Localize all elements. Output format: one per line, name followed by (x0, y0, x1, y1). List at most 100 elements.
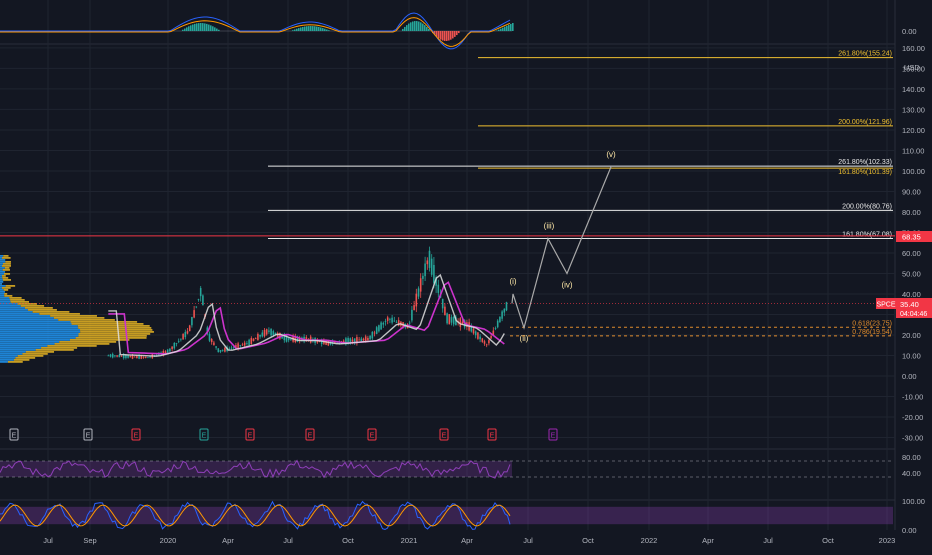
price-candle-body (376, 327, 378, 334)
volume-profile-bar (0, 257, 2, 259)
macd-histogram-bar (300, 27, 302, 31)
volume-profile-bar (2, 275, 6, 277)
price-candle-body (110, 355, 112, 357)
price-candle-body (433, 265, 435, 283)
volume-profile-bar (0, 333, 79, 335)
price-candle-body (273, 331, 275, 335)
macd-histogram-bar (316, 27, 318, 31)
red-line-value: 68.35 (902, 233, 921, 242)
price-candle-body (257, 334, 259, 340)
price-candle-body (145, 357, 147, 358)
macd-histogram-bar (324, 29, 326, 31)
volume-profile-bar (72, 323, 144, 325)
earnings-marker-label: E (490, 433, 495, 440)
price-candle-body (477, 332, 479, 339)
price-candle-body (246, 343, 248, 344)
rsi-band (0, 461, 512, 477)
macd-histogram-bar (402, 29, 404, 31)
macd-histogram-bar (406, 25, 408, 31)
price-candle-body (396, 322, 398, 323)
price-axis-tick: -30.00 (902, 434, 923, 443)
volume-profile-bar (41, 347, 77, 349)
volume-profile-bar (55, 343, 110, 345)
macd-histogram-bar (318, 27, 320, 31)
price-candle-body (391, 318, 393, 323)
rsi-axis-tick: 80.00 (902, 453, 921, 462)
time-axis-tick: Sep (83, 536, 96, 545)
macd-histogram-bar (212, 26, 214, 31)
earnings-marker-label: E (86, 433, 91, 440)
time-axis-tick: 2020 (160, 536, 177, 545)
price-candle-body (429, 251, 431, 268)
volume-profile-bar (25, 307, 53, 309)
price-axis-tick: 40.00 (902, 290, 921, 299)
price-candle-body (504, 309, 506, 313)
price-candle-body (358, 340, 360, 341)
volume-profile-bar (0, 331, 80, 333)
price-candle-body (495, 328, 497, 329)
volume-profile-bar (0, 273, 4, 275)
volume-profile-bar (4, 273, 10, 275)
time-axis[interactable]: JulSep2020AprJulOct2021AprJulOct2022AprJ… (43, 536, 895, 545)
price-axis-tick: 160.00 (902, 44, 925, 53)
volume-profile-bar (0, 341, 59, 343)
fib-level-label: 261.80%(155.24) (838, 51, 892, 58)
volume-profile-bar (0, 287, 2, 289)
price-axis-tick: 80.00 (902, 208, 921, 217)
price-axis-tick: 130.00 (902, 105, 925, 114)
fib-level-label: 161.80%(101.39) (838, 169, 892, 176)
price-candle-body (424, 264, 426, 277)
volume-profile-bar (0, 265, 2, 267)
volume-profile-bar (0, 353, 22, 355)
macd-histogram-bar (440, 31, 442, 40)
price-candle-body (266, 329, 268, 334)
macd-histogram-bar (452, 31, 454, 38)
macd-histogram-bar (412, 21, 414, 31)
price-candle-body (446, 313, 448, 323)
volume-profile-bar (3, 263, 11, 265)
macd-histogram-bar (428, 29, 430, 31)
volume-profile-bar (59, 341, 116, 343)
macd-histogram-bar (200, 23, 202, 31)
price-candle-body (506, 302, 508, 310)
price-axis-tick: 20.00 (902, 331, 921, 340)
volume-profile-bar (0, 337, 76, 339)
macd-histogram-bar (314, 26, 316, 31)
time-axis-tick: Oct (342, 536, 355, 545)
price-candle-body (431, 259, 433, 275)
macd-histogram-bar (328, 30, 330, 31)
price-candle-body (482, 338, 484, 341)
wave-label-3: (iv) (561, 280, 572, 289)
earnings-marker-label: E (202, 433, 207, 440)
price-candle-body (270, 329, 272, 336)
volume-profile-bar (78, 325, 150, 327)
price-candle-body (174, 343, 176, 348)
macd-histogram-bar (204, 23, 206, 31)
wave-label-4: (v) (606, 150, 616, 159)
time-axis-tick: Jul (43, 536, 53, 545)
macd-histogram-bar (420, 22, 422, 31)
price-candle-body (211, 339, 213, 342)
volume-profile-bar (0, 255, 3, 257)
volume-profile-bar (0, 269, 3, 271)
volume-profile-bar (0, 299, 10, 301)
wave-label-2: (iii) (544, 222, 555, 231)
price-candle-body (488, 340, 490, 343)
macd-histogram-bar (410, 22, 412, 31)
price-candle-body (187, 331, 189, 334)
macd-histogram-bar (504, 27, 506, 31)
volume-profile-bar (0, 315, 50, 317)
macd-histogram-bar (182, 30, 184, 31)
price-candle-body (180, 339, 182, 340)
macd-histogram-bar (190, 25, 192, 31)
time-axis-tick: Apr (702, 536, 714, 545)
volume-profile-bar (0, 267, 5, 269)
earnings-marker-label: E (308, 433, 313, 440)
volume-profile-bar (0, 293, 4, 295)
rsi-axis-tick: 40.00 (902, 469, 921, 478)
macd-histogram-bar (442, 31, 444, 41)
macd-histogram-bar (218, 30, 220, 31)
price-candle-body (394, 321, 396, 322)
